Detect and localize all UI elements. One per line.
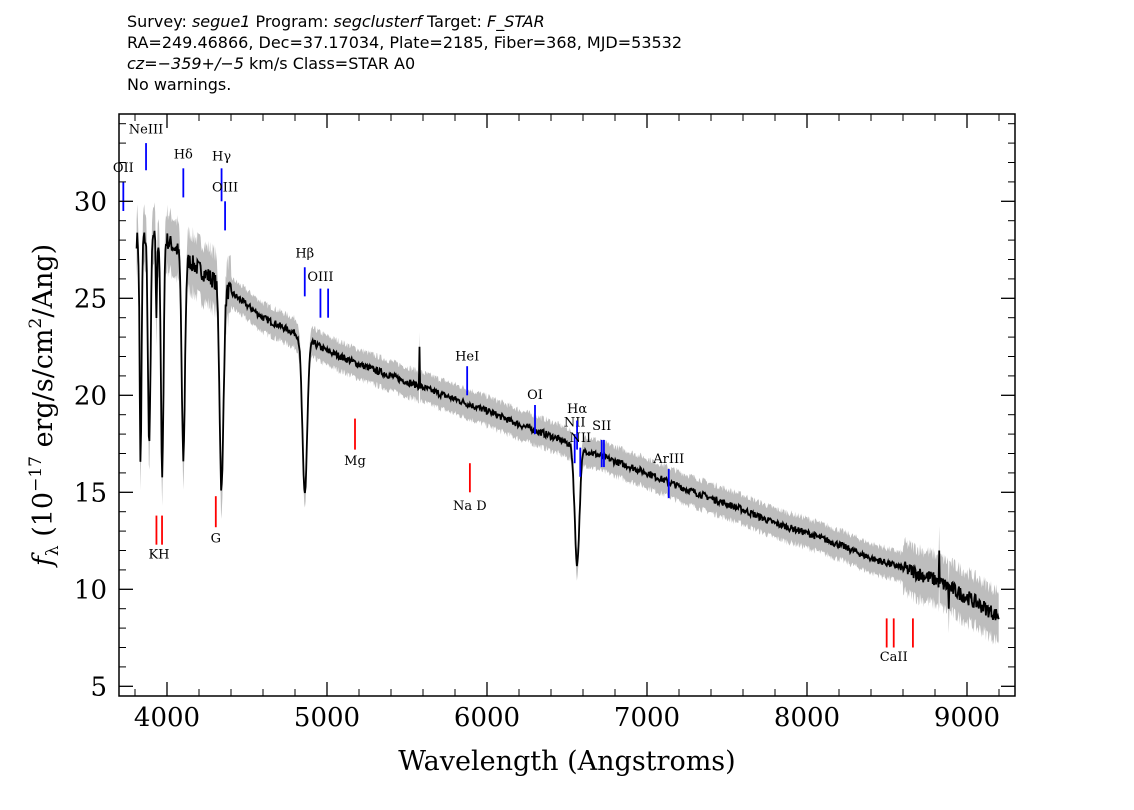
emission-line-label: Hα [567,402,587,417]
y-tick-label: 15 [74,478,107,508]
x-tick-label: 6000 [454,703,520,733]
x-tick-label: 5000 [294,703,360,733]
emission-line-label: OII [113,161,134,176]
absorption-line-label: KH [148,547,169,562]
header-text-run: segue1 [191,12,251,31]
y-tick-label: 20 [74,381,107,411]
noise-band [136,202,999,646]
y-tick-label: 25 [74,284,107,314]
emission-line-label: OI [527,388,543,403]
header-text-run: −359+/−5 [157,54,244,73]
header-text-run: Target: [421,12,487,31]
emission-line-label: OIII [307,270,333,285]
header-text-run: km/s Class=STAR A0 [243,54,416,73]
header-text-run: F_STAR [487,12,545,31]
y-tick-label: 5 [90,672,107,702]
x-tick-label: 4000 [134,703,200,733]
emission-line-label: OIII [212,181,238,196]
header-text-run: segclusterf [333,12,422,31]
emission-line-label: HeI [455,349,479,364]
survey-line: Survey: segue1 Program: segclusterf Targ… [127,11,682,32]
plot-frame [118,113,1016,697]
redshift-class-line: cz=−359+/−5 km/s Class=STAR A0 [127,53,682,74]
absorption-line-label: G [211,532,221,547]
emission-line-label: NII [564,415,586,430]
y-tick-label: 30 [74,187,107,217]
emission-line-label: SII [592,419,611,434]
coordinates-line: RA=249.46866, Dec=37.17034, Plate=2185, … [127,33,683,52]
emission-line-label: Hβ [295,247,314,262]
x-tick-label: 9000 [934,703,1000,733]
emission-line-label: Hγ [212,150,231,165]
header-text-run: cz= [127,54,158,73]
flux-series [135,230,1000,621]
emission-line-label: NeIII [129,122,163,137]
flux-line [135,230,1000,621]
warnings-line: No warnings. [127,75,232,94]
header-text-run: Program: [250,12,334,31]
spectrum-header: Survey: segue1 Program: segclusterf Targ… [127,11,682,95]
emission-line-label: ArIII [652,452,684,467]
y-tick-label: 10 [74,575,107,605]
header-text-run: Survey: [127,12,192,31]
absorption-line-label: CaII [880,650,908,665]
axis-ticks: 4000 5000 6000 7000 8000 9000 5 10 15 20 25 30 [74,114,1015,733]
x-tick-label: 8000 [774,703,840,733]
absorption-line-label: Mg [344,454,366,469]
emission-line-label: Hδ [174,148,193,163]
absorption-line-label: Na D [453,499,487,514]
y-axis-label: fλ (10−17 erg/s/cm2/Ang) [26,244,63,568]
x-tick-label: 7000 [614,703,680,733]
noise-band-area [136,202,999,646]
x-axis-label: Wavelength (Angstroms) [398,746,735,777]
emission-line-label: NII [569,431,591,446]
